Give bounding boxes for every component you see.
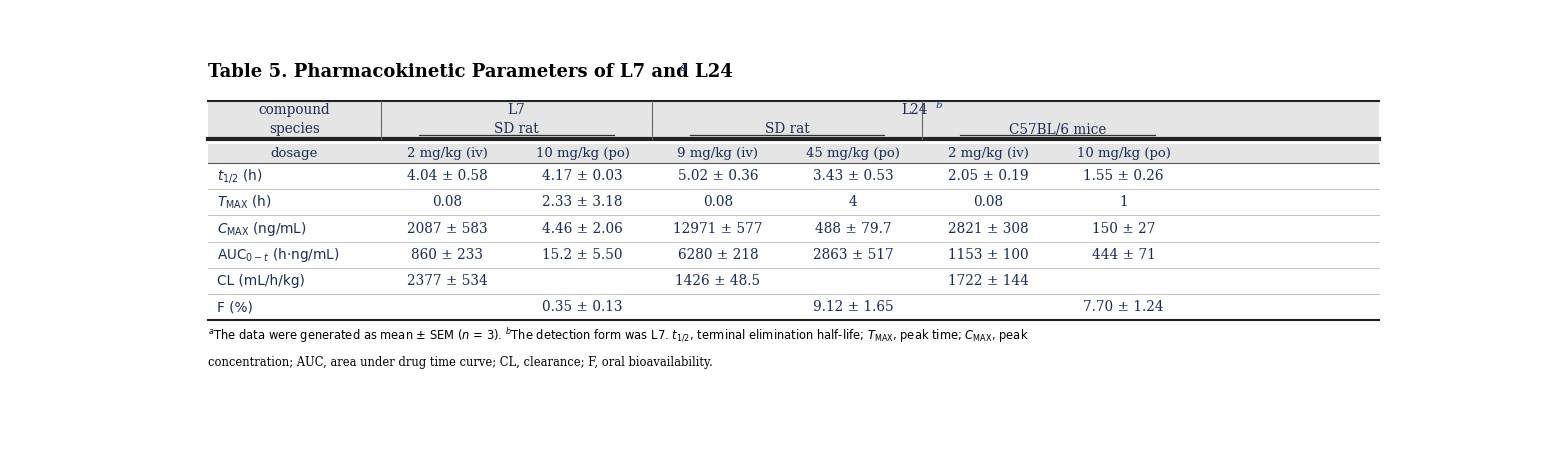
- Text: 4: 4: [848, 195, 858, 209]
- Text: 4.17 ± 0.03: 4.17 ± 0.03: [542, 169, 622, 183]
- Text: SD rat: SD rat: [494, 122, 539, 136]
- Text: 2863 ± 517: 2863 ± 517: [813, 248, 893, 262]
- Text: Table 5. Pharmacokinetic Parameters of L7 and L24: Table 5. Pharmacokinetic Parameters of L…: [207, 63, 732, 81]
- Text: 2.05 ± 0.19: 2.05 ± 0.19: [947, 169, 1028, 183]
- Text: species: species: [269, 122, 320, 136]
- Text: $t_{1/2}$ (h): $t_{1/2}$ (h): [217, 167, 263, 185]
- Text: b: b: [935, 101, 943, 110]
- Text: C57BL/6 mice: C57BL/6 mice: [1009, 122, 1107, 136]
- Text: $T_{\mathrm{MAX}}$ (h): $T_{\mathrm{MAX}}$ (h): [217, 194, 272, 211]
- Text: 4.46 ± 2.06: 4.46 ± 2.06: [542, 221, 622, 235]
- Text: 0.08: 0.08: [432, 195, 463, 209]
- Text: concentration; AUC, area under drug time curve; CL, clearance; F, oral bioavaila: concentration; AUC, area under drug time…: [207, 356, 712, 369]
- Text: $^{a}$The data were generated as mean ± SEM ($n$ = 3). $^{b}$The detection form : $^{a}$The data were generated as mean ± …: [207, 326, 1028, 345]
- Text: 488 ± 79.7: 488 ± 79.7: [814, 221, 892, 235]
- Text: F (%): F (%): [217, 300, 254, 314]
- Text: 1426 ± 48.5: 1426 ± 48.5: [675, 274, 760, 288]
- Bar: [207, 216, 1379, 242]
- Text: 444 ± 71: 444 ± 71: [1091, 248, 1155, 262]
- Text: $\mathrm{AUC}_{0-t}$ (h·ng/mL): $\mathrm{AUC}_{0-t}$ (h·ng/mL): [217, 246, 341, 264]
- Text: 2.33 ± 3.18: 2.33 ± 3.18: [542, 195, 622, 209]
- Bar: [207, 163, 1379, 189]
- Text: 1153 ± 100: 1153 ± 100: [947, 248, 1028, 262]
- Text: CL (mL/h/kg): CL (mL/h/kg): [217, 274, 305, 288]
- Text: 2 mg/kg (iv): 2 mg/kg (iv): [947, 147, 1029, 160]
- Text: 2 mg/kg (iv): 2 mg/kg (iv): [407, 147, 488, 160]
- Text: 5.02 ± 0.36: 5.02 ± 0.36: [678, 169, 759, 183]
- Text: 9 mg/kg (iv): 9 mg/kg (iv): [678, 147, 759, 160]
- Text: a: a: [680, 61, 687, 74]
- Text: 10 mg/kg (po): 10 mg/kg (po): [536, 147, 630, 160]
- Text: 7.70 ± 1.24: 7.70 ± 1.24: [1084, 300, 1164, 314]
- Bar: [207, 144, 1379, 163]
- Text: 45 mg/kg (po): 45 mg/kg (po): [807, 147, 899, 160]
- Bar: [207, 101, 1379, 139]
- Text: SD rat: SD rat: [765, 122, 810, 136]
- Text: 0.08: 0.08: [974, 195, 1003, 209]
- Text: $C_{\mathrm{MAX}}$ (ng/mL): $C_{\mathrm{MAX}}$ (ng/mL): [217, 220, 307, 238]
- Text: 860 ± 233: 860 ± 233: [412, 248, 483, 262]
- Text: 0.35 ± 0.13: 0.35 ± 0.13: [542, 300, 622, 314]
- Text: compound: compound: [259, 104, 330, 117]
- Text: L24: L24: [901, 104, 929, 117]
- Bar: [207, 189, 1379, 216]
- Text: 2377 ± 534: 2377 ± 534: [407, 274, 488, 288]
- Text: 1: 1: [1119, 195, 1128, 209]
- Text: 1722 ± 144: 1722 ± 144: [947, 274, 1029, 288]
- Bar: [207, 294, 1379, 320]
- Text: 6280 ± 218: 6280 ± 218: [678, 248, 759, 262]
- Text: 15.2 ± 5.50: 15.2 ± 5.50: [542, 248, 622, 262]
- Bar: [207, 268, 1379, 294]
- Text: 2821 ± 308: 2821 ± 308: [947, 221, 1028, 235]
- Text: 3.43 ± 0.53: 3.43 ± 0.53: [813, 169, 893, 183]
- Bar: [207, 242, 1379, 268]
- Text: 10 mg/kg (po): 10 mg/kg (po): [1076, 147, 1170, 160]
- Text: dosage: dosage: [271, 147, 319, 160]
- Text: L7: L7: [508, 104, 525, 117]
- Text: 1.55 ± 0.26: 1.55 ± 0.26: [1084, 169, 1164, 183]
- Text: 9.12 ± 1.65: 9.12 ± 1.65: [813, 300, 893, 314]
- Text: 2087 ± 583: 2087 ± 583: [407, 221, 488, 235]
- Text: 4.04 ± 0.58: 4.04 ± 0.58: [407, 169, 488, 183]
- Text: 150 ± 27: 150 ± 27: [1091, 221, 1155, 235]
- Text: 12971 ± 577: 12971 ± 577: [673, 221, 763, 235]
- Text: 0.08: 0.08: [703, 195, 732, 209]
